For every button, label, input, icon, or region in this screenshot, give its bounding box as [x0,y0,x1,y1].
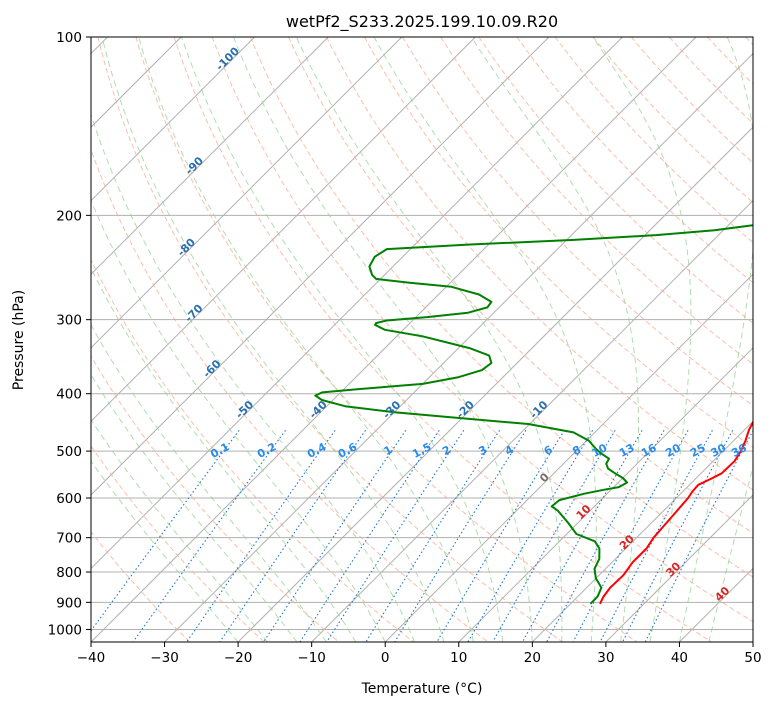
profile-trace-1 [599,420,753,605]
mixing-ratio-line [436,430,565,642]
background-lines [91,37,753,642]
moist-adiabat [91,267,357,642]
isotherm [91,37,623,570]
y-tick-label: 400 [56,387,82,403]
y-tick-label: 900 [56,595,82,611]
y-tick-label: 700 [56,531,82,547]
x-tick-label: −10 [297,650,326,666]
moist-adiabat [91,112,416,642]
dry-adiabat [173,37,713,642]
dry-adiabat [326,37,753,491]
mixing-ratio-label: 25 [688,441,708,460]
mixing-ratio-line [219,429,367,642]
mixing-ratio-line [522,430,643,642]
isotherm [531,420,753,642]
x-axis-label: Temperature (°C) [361,681,483,697]
y-tick-label: 500 [56,444,82,460]
mixing-ratio-line [572,430,689,642]
mixing-ratio-label: 10 [590,441,610,460]
mixing-ratio-line [622,430,734,642]
moist-adiabat [592,37,692,642]
moist-adiabat [91,199,386,642]
dry-adiabat [91,355,340,642]
moist-adiabat [373,37,597,642]
isotherm [91,37,476,423]
moist-adiabat [138,37,474,642]
mixing-ratio-line [365,430,501,642]
data-traces [314,224,753,605]
isotherm [458,347,753,642]
x-tick-label: −20 [224,650,253,666]
mixing-ratio-label: 30 [709,441,729,460]
mixing-ratio-label: 13 [617,441,637,460]
y-tick-label: 300 [56,313,82,329]
dry-adiabat [97,37,563,642]
axes: −40 −30 −20 −10 0 10 20 30 40 50 100 200 300 400 500 60… [48,30,762,666]
isotherm [91,37,550,496]
isotherm [384,273,753,642]
dry-adiabat [135,37,638,642]
y-tick-label: 1000 [48,622,82,638]
x-tick-label: −30 [150,650,179,666]
isotherm [605,494,753,642]
y-axis-label: Pressure (hPa) [11,290,27,390]
dry-adiabat [630,37,753,164]
mixing-ratio-line [546,430,665,642]
dry-adiabat [249,37,753,578]
x-tick-label: 40 [671,650,688,666]
plot-frame [90,36,754,643]
dry-adiabat [440,37,753,365]
mixing-ratio-line [467,430,594,642]
mixing-ratio-label: 16 [639,441,659,460]
dry-adiabat [91,258,414,642]
dry-adiabat [91,445,265,642]
isotherm [91,37,329,275]
dry-adiabat [364,37,753,449]
moist-adiabat [233,37,533,642]
isotherm [91,37,697,642]
moist-adiabat [91,373,298,642]
moist-adiabat [91,460,239,642]
profile-trace-2 [314,224,753,605]
mixing-ratio-label: 36 [729,441,749,460]
moist-adiabat [470,37,639,642]
isotherm [237,126,753,642]
y-tick-label: 800 [56,565,82,581]
mixing-ratio-line [394,430,527,642]
dry-adiabat [516,37,753,284]
x-tick-label: 50 [744,650,761,666]
dry-adiabat [91,148,489,642]
moist-adiabat [708,464,753,642]
dry-adiabat [554,37,753,244]
y-tick-label: 100 [56,30,82,46]
x-tick-label: 10 [450,650,467,666]
moist-adiabat [295,37,563,642]
y-tick-label: 600 [56,491,82,507]
chart-title: wetPf2_S233.2025.199.10.09.R20 [286,12,558,32]
dry-adiabat [402,37,753,407]
moist-adiabat [678,37,753,642]
moist-adiabat [181,37,504,642]
moist-adiabat [91,323,327,642]
moist-adiabat [101,37,445,642]
x-tick-label: 30 [597,650,614,666]
isotherm [164,52,753,642]
mixing-ratio-line [492,430,616,642]
mixing-ratio-line [263,429,407,642]
isotherm [91,37,403,349]
y-tick-label: 200 [56,208,82,224]
isotherm [91,37,256,202]
x-tick-label: 0 [381,650,390,666]
x-tick-label: −40 [77,650,106,666]
mixing-ratio-label: 20 [663,441,683,460]
x-tick-label: 20 [524,650,541,666]
dry-adiabat [287,37,753,534]
